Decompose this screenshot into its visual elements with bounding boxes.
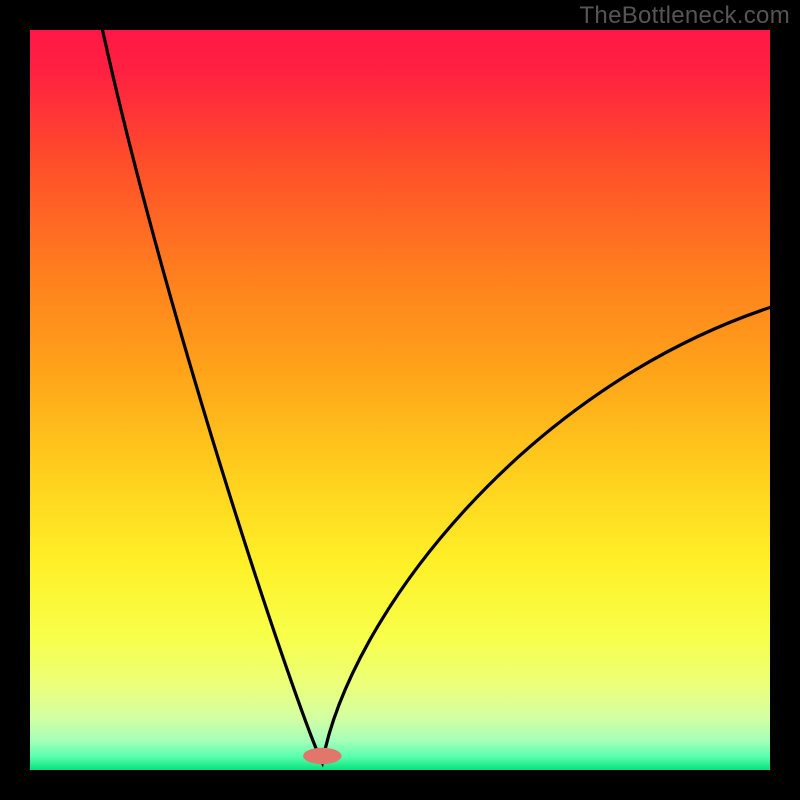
gradient-background [30,30,770,770]
watermark-text: TheBottleneck.com [579,2,790,30]
bottleneck-chart [0,0,800,800]
chart-frame: TheBottleneck.com [0,0,800,800]
optimum-marker [303,748,341,764]
